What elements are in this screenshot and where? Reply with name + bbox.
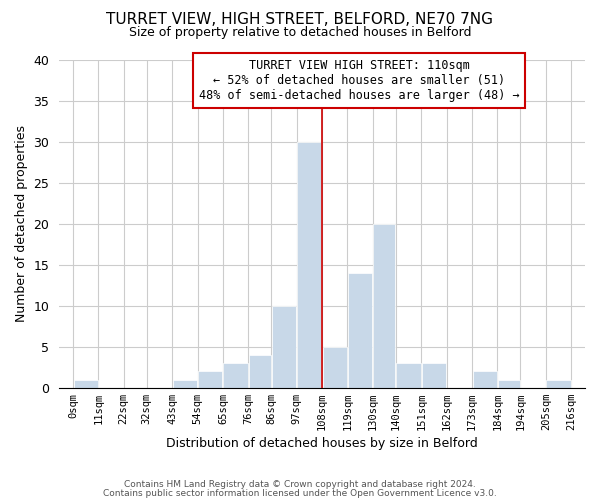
Text: Contains HM Land Registry data © Crown copyright and database right 2024.: Contains HM Land Registry data © Crown c… [124,480,476,489]
Bar [223,363,248,388]
Bar [297,142,322,388]
Bar [272,306,296,388]
Bar [397,363,421,388]
Bar [173,380,197,388]
Bar [74,380,98,388]
Bar [348,273,372,388]
Y-axis label: Number of detached properties: Number of detached properties [15,126,28,322]
Bar [473,372,497,388]
Bar [323,346,347,388]
X-axis label: Distribution of detached houses by size in Belford: Distribution of detached houses by size … [166,437,478,450]
Bar [547,380,571,388]
Bar [422,363,446,388]
Text: TURRET VIEW, HIGH STREET, BELFORD, NE70 7NG: TURRET VIEW, HIGH STREET, BELFORD, NE70 … [107,12,493,28]
Bar [498,380,520,388]
Text: Contains public sector information licensed under the Open Government Licence v3: Contains public sector information licen… [103,490,497,498]
Bar [198,372,223,388]
Bar [373,224,395,388]
Bar [249,355,271,388]
Text: Size of property relative to detached houses in Belford: Size of property relative to detached ho… [129,26,471,39]
Text: TURRET VIEW HIGH STREET: 110sqm
← 52% of detached houses are smaller (51)
48% of: TURRET VIEW HIGH STREET: 110sqm ← 52% of… [199,59,519,102]
